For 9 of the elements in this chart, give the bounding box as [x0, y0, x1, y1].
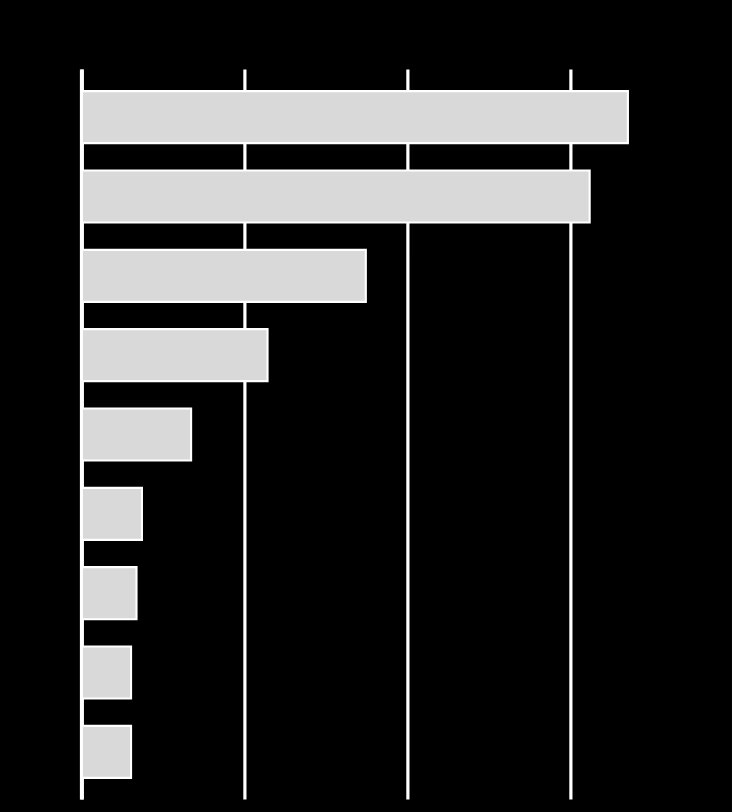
bar	[81, 407, 193, 462]
bar	[81, 248, 367, 303]
bar	[81, 724, 133, 779]
bar	[81, 328, 269, 383]
bar	[81, 486, 144, 541]
bar	[81, 566, 138, 621]
bar	[81, 90, 629, 145]
bar	[81, 169, 591, 224]
bar	[81, 645, 133, 700]
